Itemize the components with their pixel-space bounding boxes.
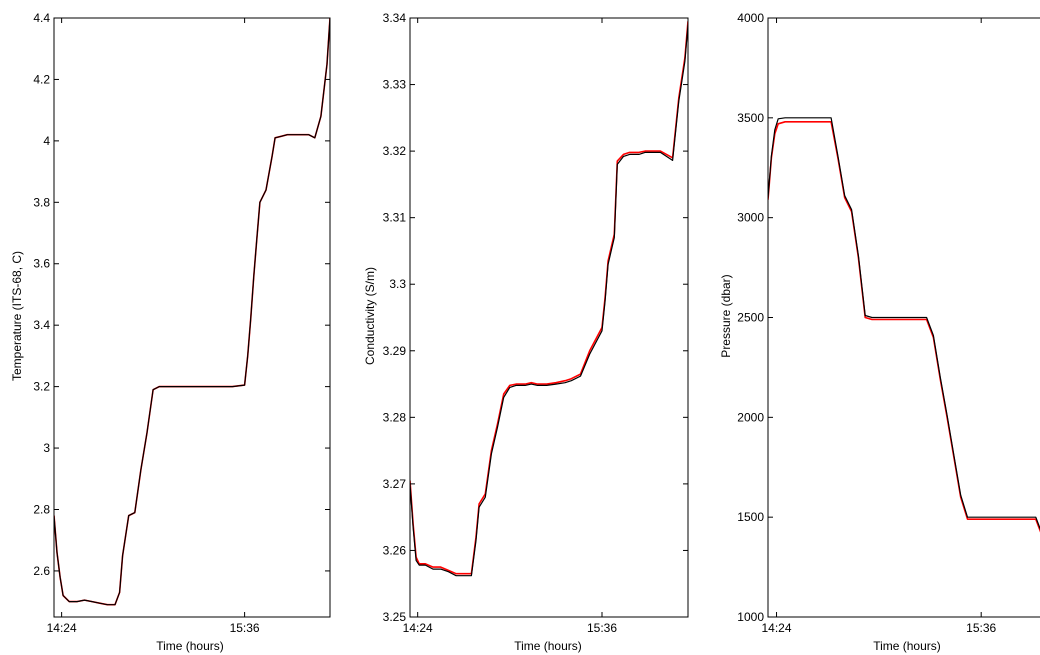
conductivity-axes-box (409, 17, 689, 618)
pressure-ytick-label: 1000 (737, 610, 764, 624)
temperature-series-black (54, 18, 330, 606)
conductivity-xtick-label: 15:36 (587, 621, 617, 635)
temperature-xlabel: Time (hours) (156, 639, 224, 653)
conductivity-ytick-label: 3.28 (383, 410, 407, 424)
conductivity-ytick-label: 3.26 (383, 543, 407, 557)
temperature-ytick-label: 3.2 (33, 380, 50, 394)
conductivity-ytick-label: 3.3 (389, 277, 406, 291)
conductivity-series-red (410, 21, 688, 575)
conductivity-xlabel: Time (hours) (514, 639, 582, 653)
temperature-panel: Temperature (ITS-68, C) Time (hours) 2.6… (10, 11, 331, 653)
pressure-xtick-label: 14:24 (762, 621, 792, 635)
conductivity-ytick-label: 3.32 (383, 144, 407, 158)
conductivity-ytick-label: 3.25 (383, 610, 407, 624)
temperature-ytick-label: 3.4 (33, 318, 50, 332)
conductivity-xtick-label: 14:24 (403, 621, 433, 635)
temperature-ylabel: Temperature (ITS-68, C) (10, 251, 24, 381)
pressure-ytick-label: 3000 (737, 211, 764, 225)
temperature-ytick-label: 2.6 (33, 564, 50, 578)
pressure-xtick-label: 15:36 (966, 621, 996, 635)
temperature-series-red (54, 18, 330, 606)
pressure-xlabel: Time (hours) (873, 639, 941, 653)
conductivity-ytick-label: 3.33 (383, 78, 407, 92)
temperature-axes-box (53, 17, 331, 618)
pressure-panel: Pressure (dbar) Time (hours) 1000 1500 200… (719, 11, 1040, 653)
temperature-xtick-label: 15:36 (230, 621, 260, 635)
conductivity-ytick-label: 3.27 (383, 477, 407, 491)
temperature-ytick-label: 3.6 (33, 257, 50, 271)
temperature-ytick-label: 2.8 (33, 502, 50, 516)
conductivity-panel: Conductivity (S/m) Time (hours) 3.25 3.26… (363, 11, 689, 653)
pressure-series-red (768, 121, 1040, 533)
pressure-ylabel: Pressure (dbar) (719, 274, 733, 357)
conductivity-series-black (410, 24, 688, 577)
pressure-ytick-label: 2500 (737, 311, 764, 325)
conductivity-ytick-label: 3.29 (383, 344, 407, 358)
conductivity-ylabel: Conductivity (S/m) (363, 267, 377, 365)
temperature-ytick-label: 3 (43, 441, 50, 455)
pressure-series-black (768, 117, 1040, 530)
pressure-ytick-label: 4000 (737, 11, 764, 25)
temperature-ytick-label: 4.4 (33, 11, 50, 25)
temperature-xtick-label: 14:24 (47, 621, 77, 635)
temperature-ytick-label: 3.8 (33, 195, 50, 209)
temperature-ytick-label: 4.2 (33, 72, 50, 86)
temperature-ytick-label: 4 (43, 134, 50, 148)
pressure-ytick-label: 1500 (737, 510, 764, 524)
conductivity-ytick-label: 3.34 (383, 11, 407, 25)
conductivity-ytick-label: 3.31 (383, 211, 407, 225)
pressure-ytick-label: 2000 (737, 410, 764, 424)
pressure-ytick-label: 3500 (737, 111, 764, 125)
